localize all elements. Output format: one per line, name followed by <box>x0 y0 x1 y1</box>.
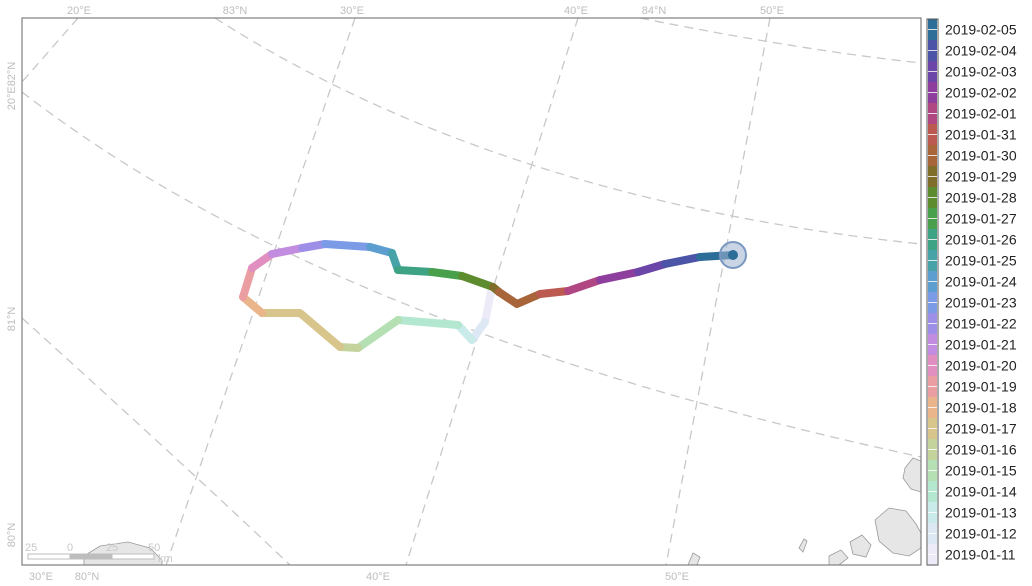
drift-track-segment <box>321 240 374 251</box>
legend-date-label: 2019-01-17 <box>945 421 1017 437</box>
legend-date-label: 2019-02-01 <box>945 106 1017 122</box>
drift-track-segment <box>495 288 544 308</box>
legend-date-label: 2019-01-28 <box>945 190 1017 206</box>
drift-track-segment <box>634 260 669 276</box>
drift-track <box>239 240 737 352</box>
graticule-label-bottom: 80°N <box>75 571 100 583</box>
scale-bar-segment <box>69 553 113 560</box>
drift-track-segment <box>354 316 402 352</box>
drift-track-segment <box>536 287 572 298</box>
drift-track-segment <box>564 276 604 295</box>
land-mass <box>798 538 808 553</box>
drift-track-segment <box>239 264 256 301</box>
drift-track-segment <box>268 244 306 258</box>
legend-date-label: 2019-01-18 <box>945 400 1017 416</box>
legend-date-label: 2019-01-22 <box>945 316 1017 332</box>
graticule-label-top: 30°E <box>340 5 364 17</box>
land-mass <box>828 549 849 565</box>
drift-track-segment <box>481 283 496 326</box>
legend-date-label: 2019-02-04 <box>945 43 1017 59</box>
legend-date-label: 2019-01-23 <box>945 295 1017 311</box>
graticule-label-top: 50°E <box>760 5 784 17</box>
map-background <box>22 18 921 565</box>
legend-date-label: 2019-01-25 <box>945 253 1017 269</box>
drift-track-segment <box>596 268 642 284</box>
legend-date-label: 2019-01-15 <box>945 463 1017 479</box>
legend-date-label: 2019-01-14 <box>945 484 1017 500</box>
parallel-line <box>639 18 921 64</box>
drift-track-segment <box>248 250 276 272</box>
legend-date-label: 2019-01-27 <box>945 211 1017 227</box>
drift-track-segment <box>258 309 344 351</box>
scale-bar-unit: km <box>158 553 173 565</box>
land-mass <box>687 552 701 565</box>
drift-track-segment <box>458 272 497 291</box>
scale-bar: 25 0 25 50 km <box>25 542 173 565</box>
legend-date-label: 2019-02-05 <box>945 22 1017 38</box>
legend-date-label: 2019-01-12 <box>945 526 1017 542</box>
meridian-line <box>665 18 771 565</box>
graticule-label-top: 84°N <box>642 5 667 17</box>
drift-track-segment <box>394 316 462 329</box>
scale-bar-label: 50 <box>148 542 160 554</box>
graticule-label-top: 83°N <box>223 5 248 17</box>
legend-date-label: 2019-01-13 <box>945 505 1017 521</box>
map-frame <box>21 17 922 566</box>
legend-date-label: 2019-01-26 <box>945 232 1017 248</box>
legend-date-label: 2019-01-21 <box>945 337 1017 353</box>
date-legend: 2019-02-05 2019-02-04 2019-02-03 2019-02-02… <box>926 18 1017 566</box>
legend-date-label: 2019-01-11 <box>945 547 1016 563</box>
legend-date-label: 2019-01-30 <box>945 148 1017 164</box>
legend-date-label: 2019-02-03 <box>945 64 1017 80</box>
scale-bar-label: 25 <box>106 542 118 554</box>
drift-track-segment <box>394 266 436 276</box>
land-mass <box>874 507 921 557</box>
scale-bar-label: 25 <box>25 542 37 554</box>
legend-date-label: 2019-01-20 <box>945 358 1017 374</box>
graticule-label-left: 81°N <box>6 307 18 332</box>
land-mass <box>849 534 872 558</box>
graticule-label-top: 20°E <box>67 5 91 17</box>
legend-date-label: 2019-01-16 <box>945 442 1017 458</box>
scale-bar-segment <box>27 553 71 560</box>
parallel-line <box>214 18 921 245</box>
graticule-label-left: 80°N <box>6 523 18 548</box>
legend-date-label: 2019-01-31 <box>945 127 1017 143</box>
drift-track-segment <box>661 253 704 268</box>
legend-date-label: 2019-01-24 <box>945 274 1017 290</box>
drift-track-segment <box>239 293 266 317</box>
legend-colorbar-frame <box>926 18 939 566</box>
scale-bar-label: 0 <box>67 542 73 554</box>
meridian-line <box>165 18 356 565</box>
graticule-label-bottom: 50°E <box>665 571 689 583</box>
end-position-marker <box>719 241 747 269</box>
graticule-labels: 20°E 83°N 30°E 40°E 84°N 50°E 30°E 80°N … <box>6 5 784 583</box>
legend-date-label: 2019-02-02 <box>945 85 1017 101</box>
scale-bar-segment <box>111 553 155 560</box>
legend-date-label: 2019-01-19 <box>945 379 1017 395</box>
drift-track-segment <box>428 268 466 280</box>
graticule-label-bottom: 40°E <box>366 571 390 583</box>
graticule-label-bottom: 30°E <box>29 571 53 583</box>
land-mass <box>902 457 921 493</box>
legend-date-label: 2019-01-29 <box>945 169 1017 185</box>
graticule-label-top: 40°E <box>564 5 588 17</box>
graticule-label-left: 20°E82°N <box>6 62 18 111</box>
end-position-dot <box>728 250 738 260</box>
